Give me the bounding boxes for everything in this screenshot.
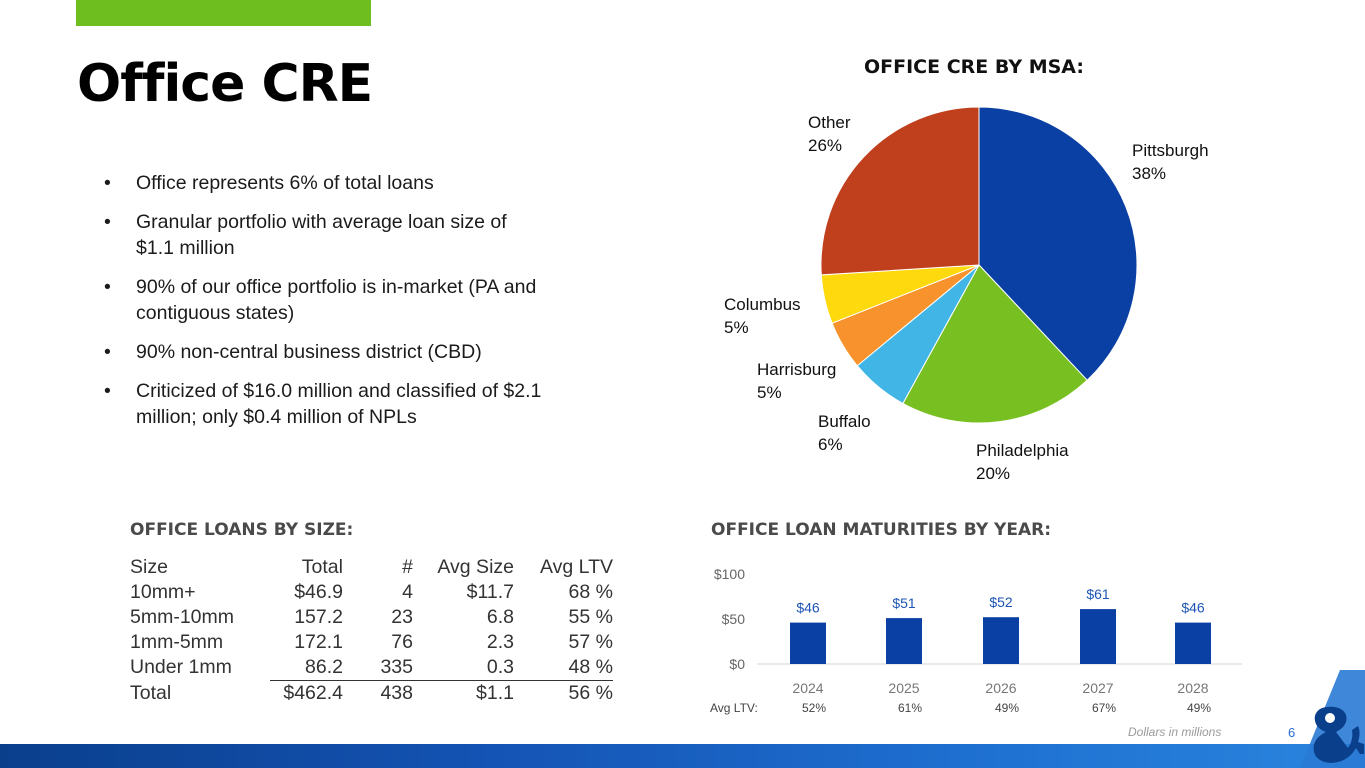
bar-value-label: $46	[1181, 600, 1205, 616]
y-tick-label: $100	[714, 566, 745, 582]
table-cell: 0.3	[486, 656, 514, 678]
pie-label-columbus: Columbus 5%	[724, 293, 801, 339]
x-tick-label: 2025	[888, 680, 919, 696]
table-cell: 68 %	[568, 581, 613, 603]
pie-label-name: Pittsburgh	[1132, 141, 1209, 160]
table-cell: $46.9	[294, 581, 343, 603]
bar-value-label: $52	[989, 594, 1013, 610]
pie-label-pittsburgh: Pittsburgh 38%	[1132, 139, 1209, 185]
table-cell: 157.2	[294, 606, 343, 628]
table-total-row: Total $462.4 438 $1.1 56 %	[130, 680, 613, 706]
x-tick-label: 2027	[1082, 680, 1113, 696]
bar-2025	[886, 618, 922, 664]
table-cell: 57 %	[568, 631, 613, 653]
table-cell: 10mm+	[130, 581, 196, 603]
pie-label-harrisburg: Harrisburg 5%	[757, 358, 836, 404]
table-cell: 55 %	[568, 606, 613, 628]
bullet-item: Granular portfolio with average loan siz…	[104, 209, 544, 261]
avg-ltv-label: Avg LTV:	[710, 701, 758, 715]
pie-chart-title: OFFICE CRE BY MSA:	[864, 56, 1084, 78]
pie-label-name: Philadelphia	[976, 441, 1069, 460]
accent-bar	[76, 0, 371, 26]
bar-2028	[1175, 622, 1211, 664]
x-tick-label: 2028	[1177, 680, 1208, 696]
loans-by-size-title: OFFICE LOANS BY SIZE:	[130, 520, 354, 540]
bar-2024	[790, 622, 826, 664]
table-cell: 2.3	[486, 631, 514, 653]
table-row: 10mm+ $46.9 4 $11.7 68 %	[130, 580, 613, 605]
col-header-avg-ltv: Avg LTV	[540, 556, 613, 578]
page-title: Office CRE	[77, 54, 373, 114]
maturities-title: OFFICE LOAN MATURITIES BY YEAR:	[711, 520, 1052, 540]
pie-label-pct: 6%	[818, 435, 843, 454]
pie-label-philadelphia: Philadelphia 20%	[976, 439, 1069, 485]
y-tick-label: $0	[729, 656, 745, 672]
col-header-total: Total	[301, 556, 343, 578]
col-header-size: Size	[130, 556, 168, 578]
table-cell: 335	[380, 656, 413, 678]
footer-note: Dollars in millions	[1128, 725, 1222, 739]
pie-label-name: Buffalo	[818, 412, 871, 431]
x-tick-label: 2026	[985, 680, 1016, 696]
x-tick-label: 2024	[792, 680, 823, 696]
table-cell: $11.7	[466, 581, 514, 603]
bar-value-label: $61	[1086, 586, 1110, 602]
table-cell: 86.2	[305, 656, 343, 678]
col-header-avg-size: Avg Size	[437, 556, 514, 578]
table-row: Under 1mm 86.2 335 0.3 48 %	[130, 655, 613, 681]
table-row: 5mm-10mm 157.2 23 6.8 55 %	[130, 605, 613, 630]
pie-label-pct: 5%	[757, 383, 782, 402]
pie-label-pct: 5%	[724, 318, 749, 337]
loans-by-size-table: Size Total # Avg Size Avg LTV 10mm+ $46.…	[130, 555, 613, 706]
pie-label-name: Harrisburg	[757, 360, 837, 379]
bar-2026	[983, 617, 1019, 664]
footer-band	[0, 744, 1365, 768]
table-cell: 56 %	[514, 680, 613, 706]
brand-logo-icon	[1300, 670, 1365, 768]
table-cell: Total	[130, 681, 172, 704]
bullet-item: 90% of our office portfolio is in-market…	[104, 274, 544, 326]
pie-chart	[820, 106, 1138, 424]
table-row: 1mm-5mm 172.1 76 2.3 57 %	[130, 630, 613, 655]
table-cell: $462.4	[270, 680, 343, 706]
pie-label-buffalo: Buffalo 6%	[818, 410, 871, 456]
avg-ltv-value: 52%	[802, 701, 826, 715]
pie-label-pct: 26%	[808, 136, 843, 155]
bullet-list: Office represents 6% of total loans Gran…	[104, 170, 544, 443]
pie-slice-philadelphia	[902, 264, 1088, 424]
bullet-item: Criticized of $16.0 million and classifi…	[104, 378, 544, 430]
table-cell: 76	[391, 631, 413, 653]
pie-label-name: Columbus	[724, 295, 801, 314]
bullet-item: 90% non-central business district (CBD)	[104, 339, 544, 365]
pie-label-pct: 38%	[1132, 164, 1167, 183]
avg-ltv-value: 61%	[898, 701, 922, 715]
col-header-count: #	[402, 556, 413, 578]
avg-ltv-value: 67%	[1092, 701, 1116, 715]
table-cell: 5mm-10mm	[130, 606, 235, 628]
table-cell: 6.8	[486, 606, 514, 628]
pie-label-name: Other	[808, 113, 851, 132]
pie-label-pct: 20%	[976, 464, 1011, 483]
pie-label-other: Other 26%	[808, 111, 851, 157]
table-header-row: Size Total # Avg Size Avg LTV	[130, 555, 613, 580]
table-cell: Under 1mm	[130, 656, 232, 679]
pie-slice-pittsburgh	[978, 106, 1138, 381]
table-cell: $1.1	[413, 680, 514, 706]
bullet-item: Office represents 6% of total loans	[104, 170, 544, 196]
table-cell: 172.1	[294, 631, 343, 653]
table-cell: 23	[391, 606, 413, 628]
table-cell: 1mm-5mm	[130, 631, 224, 653]
table-cell: 438	[343, 680, 413, 706]
bar-value-label: $46	[796, 600, 820, 616]
avg-ltv-value: 49%	[995, 701, 1019, 715]
table-cell: 4	[402, 581, 413, 603]
pie-slice-other	[820, 106, 980, 276]
page-number: 6	[1288, 725, 1296, 740]
y-tick-label: $50	[722, 611, 746, 627]
bar-value-label: $51	[892, 595, 916, 611]
bar-2027	[1080, 609, 1116, 664]
avg-ltv-value: 49%	[1187, 701, 1211, 715]
table-cell: 48 %	[568, 656, 613, 678]
